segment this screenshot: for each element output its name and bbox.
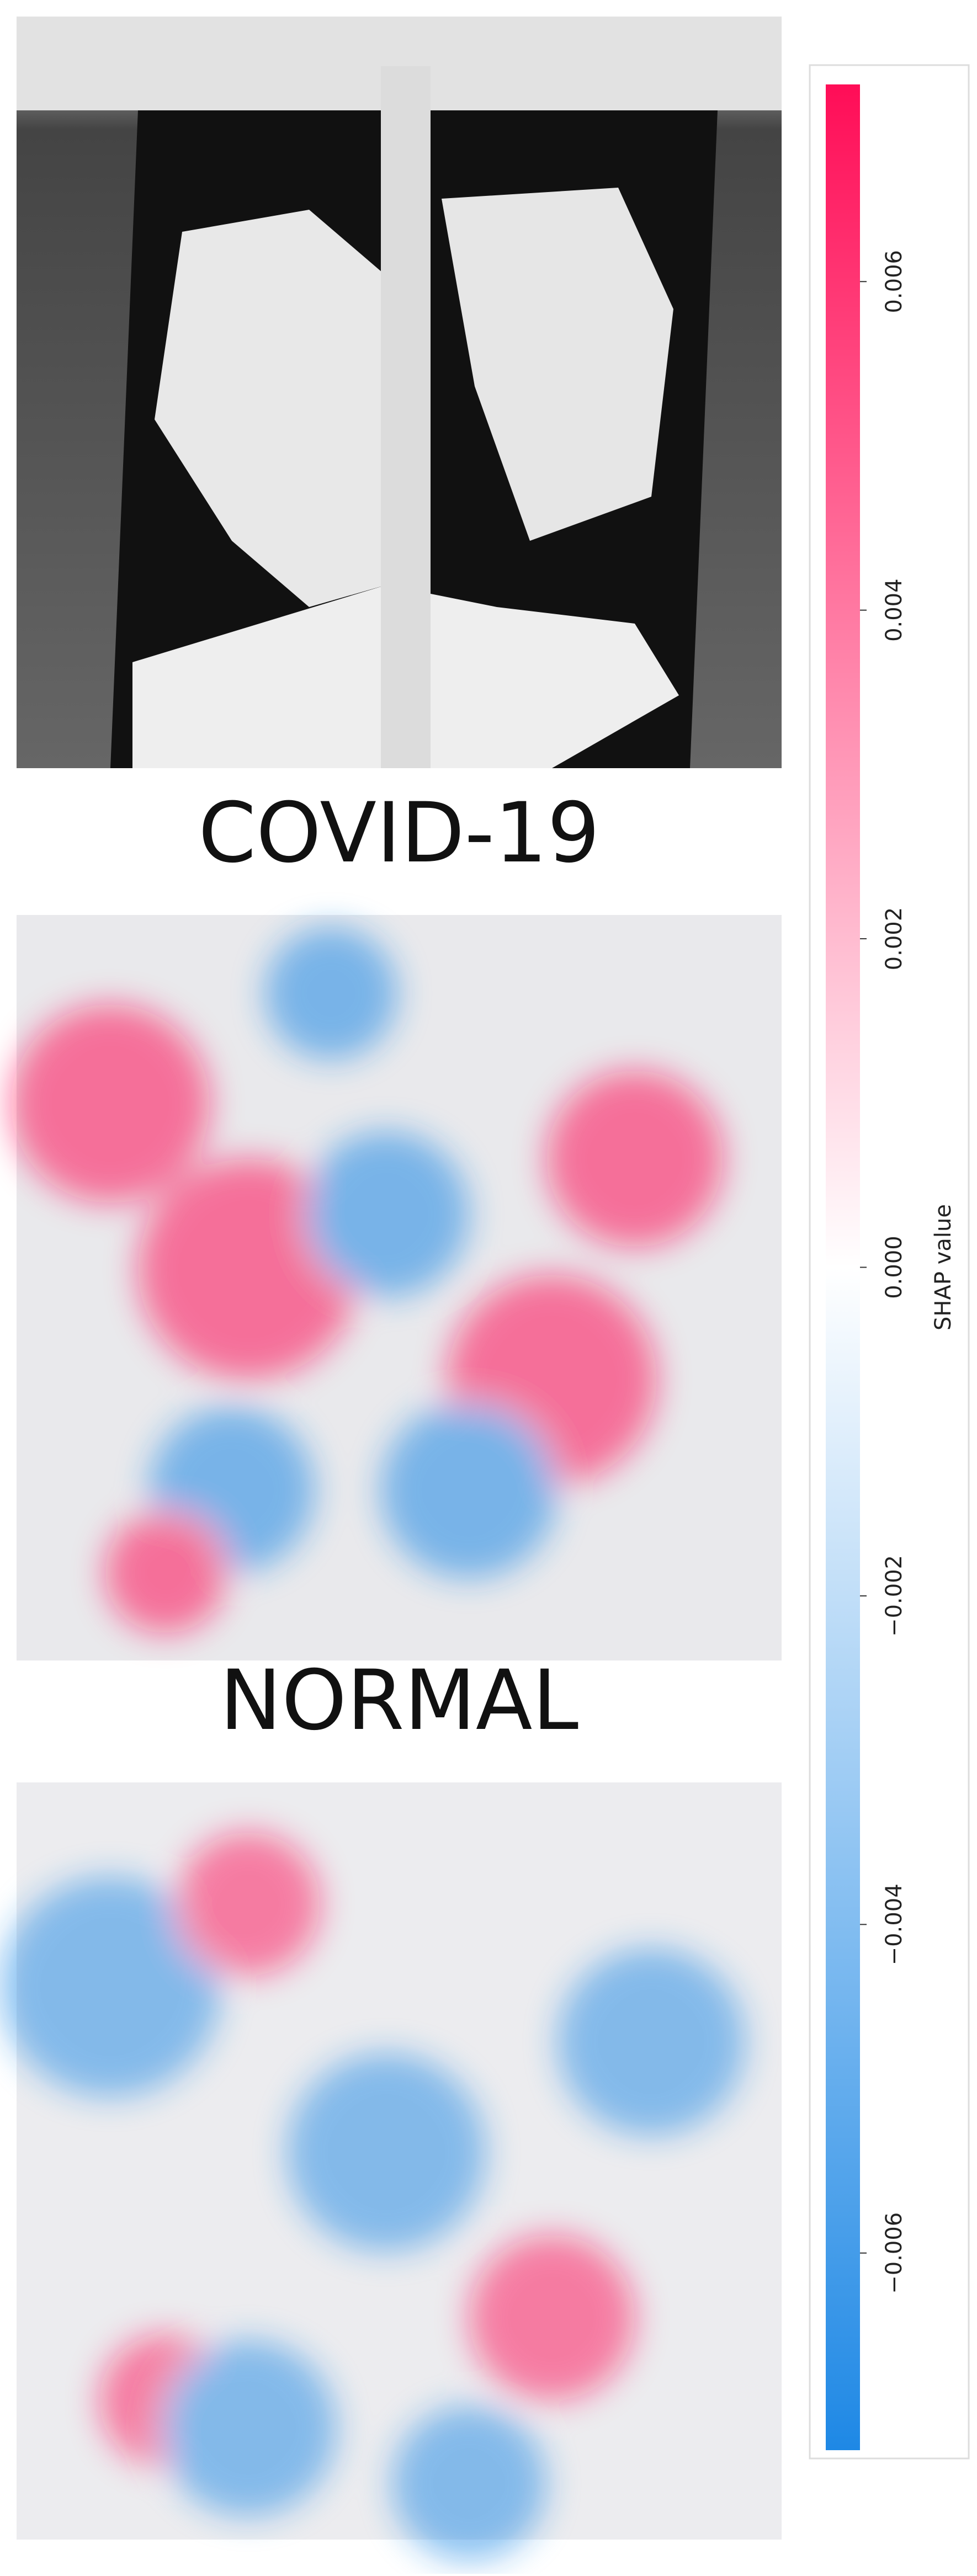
- colorbar-label: SHAP value: [931, 1204, 956, 1330]
- colorbar: [826, 84, 860, 2450]
- shap-image: [11, 915, 782, 1660]
- xray-image: [17, 17, 782, 768]
- tick-label: −0.006: [882, 2212, 907, 2294]
- tick-label: −0.004: [882, 1883, 907, 1965]
- panel-title: NORMAL: [220, 1653, 578, 1749]
- shap-image: [0, 1782, 782, 2561]
- panel-title: COVID-19: [198, 785, 600, 881]
- tick-label: 0.000: [882, 1236, 907, 1299]
- tick-label: −0.002: [882, 1555, 907, 1637]
- colorbar-frame: [809, 64, 970, 2460]
- tick-label: 0.004: [882, 578, 907, 642]
- tick-label: 0.006: [882, 250, 907, 313]
- tick-label: 0.002: [882, 907, 907, 971]
